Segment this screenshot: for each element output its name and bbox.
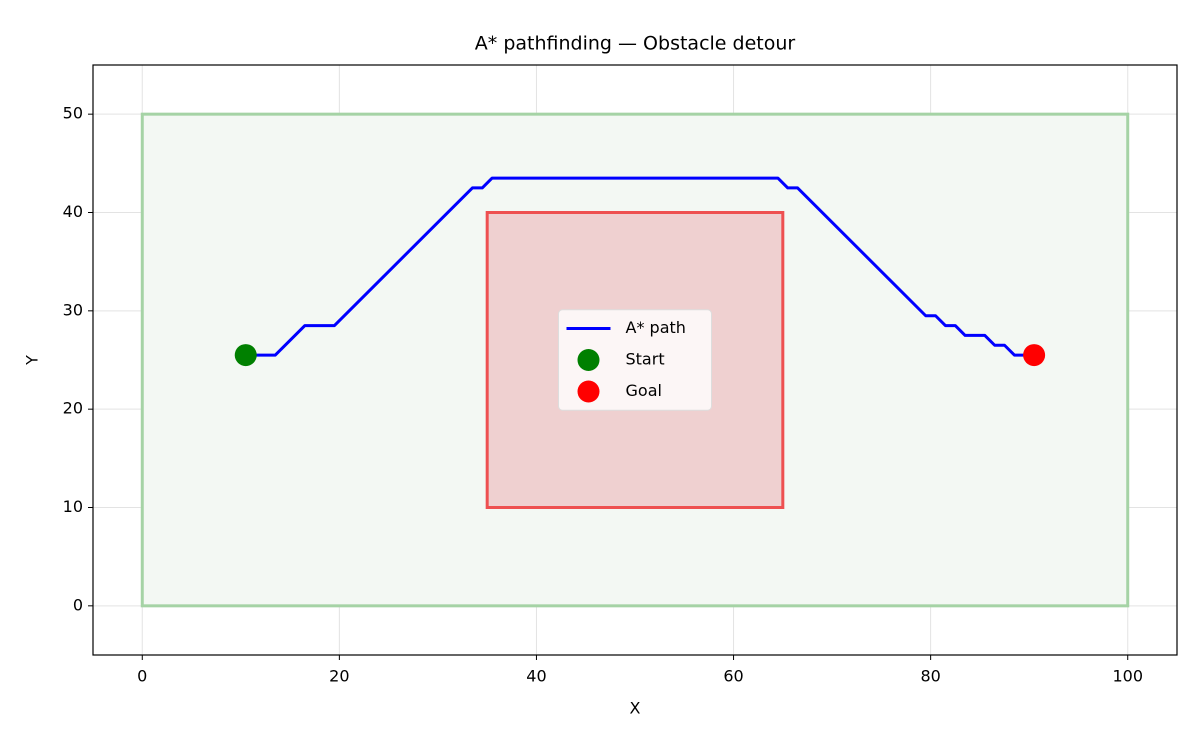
- legend-label: Start: [626, 350, 665, 369]
- x-axis-label: X: [630, 699, 641, 718]
- y-tick-label: 40: [63, 202, 83, 221]
- marker: [1023, 344, 1046, 367]
- y-axis-label: Y: [23, 355, 42, 366]
- y-tick-label: 50: [63, 104, 83, 123]
- y-tick-label: 30: [63, 300, 83, 319]
- legend: A* path Start Goal: [558, 309, 712, 411]
- chart-title: A* pathfinding — Obstacle detour: [475, 33, 796, 55]
- x-tick-label: 60: [723, 667, 743, 686]
- x-tick-label: 100: [1112, 667, 1143, 686]
- y-tick-label: 0: [73, 595, 83, 614]
- x-tick-label: 80: [920, 667, 940, 686]
- legend-swatch: [577, 349, 600, 371]
- y-tick-label: 10: [63, 497, 83, 516]
- y-tick-label: 20: [63, 399, 83, 418]
- legend-swatch: [577, 380, 600, 403]
- plot-frame: [92, 64, 1178, 656]
- x-tick-label: 40: [526, 667, 546, 686]
- path-line: [245, 176, 1035, 357]
- x-tick-label: 0: [137, 667, 147, 686]
- legend-label: Goal: [626, 381, 662, 400]
- x-tick-label: 20: [329, 667, 349, 686]
- legend-label: A* path: [626, 318, 686, 337]
- marker: [234, 344, 257, 367]
